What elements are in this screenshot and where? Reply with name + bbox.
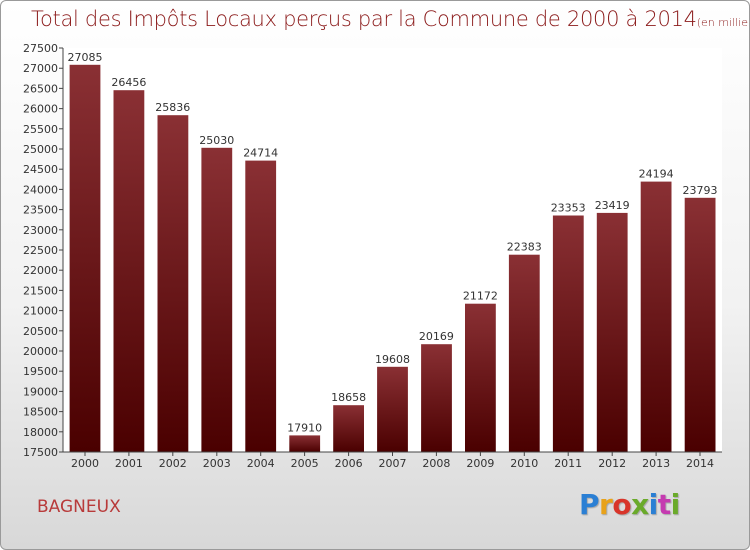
x-tick-label: 2001 bbox=[115, 457, 143, 470]
bar-value-label: 18658 bbox=[331, 391, 366, 404]
bar-2001 bbox=[113, 90, 145, 452]
chart-title-text: Total des Impôts Locaux perçus par la Co… bbox=[31, 7, 697, 31]
bar-2006 bbox=[333, 405, 364, 452]
bar-value-label: 23353 bbox=[551, 202, 586, 215]
y-tick-label: 20000 bbox=[23, 345, 58, 358]
bar-value-label: 23793 bbox=[683, 184, 718, 197]
bar-2009 bbox=[465, 303, 496, 452]
bar-2007 bbox=[377, 366, 408, 452]
bar-2004 bbox=[245, 160, 277, 452]
x-tick-label: 2010 bbox=[510, 457, 538, 470]
y-tick-label: 22500 bbox=[23, 244, 58, 257]
y-tick-label: 27500 bbox=[23, 42, 58, 55]
bar-2010 bbox=[508, 254, 540, 452]
x-tick-label: 2011 bbox=[554, 457, 582, 470]
x-tick-label: 2002 bbox=[159, 457, 187, 470]
y-tick-label: 20500 bbox=[23, 325, 58, 338]
logo-letter: i bbox=[670, 488, 681, 521]
bar-value-label: 24714 bbox=[243, 147, 278, 160]
bar-value-label: 17910 bbox=[287, 421, 322, 434]
y-tick-label: 24500 bbox=[23, 163, 58, 176]
y-tick-label: 25000 bbox=[23, 143, 58, 156]
bar-2011 bbox=[552, 215, 584, 452]
bar-value-label: 25836 bbox=[155, 101, 190, 114]
y-tick-label: 27000 bbox=[23, 62, 58, 75]
y-tick-label: 21500 bbox=[23, 284, 58, 297]
x-tick-label: 2006 bbox=[335, 457, 363, 470]
y-tick-label: 18000 bbox=[23, 426, 58, 439]
commune-name: BAGNEUX bbox=[37, 497, 121, 517]
y-axis: 17500 18000 18500 19000 19500 20000 20500 21000… bbox=[23, 42, 63, 459]
y-tick-label: 19500 bbox=[23, 365, 58, 378]
bar-value-label: 26456 bbox=[111, 76, 146, 89]
bar-2014 bbox=[684, 197, 716, 452]
bar-labels-group: 27085 26456 25836 25030 24714 17910 18658 19608… bbox=[68, 51, 718, 435]
y-tick-label: 25500 bbox=[23, 123, 58, 136]
bar-value-label: 21172 bbox=[463, 290, 498, 303]
y-tick-label: 22000 bbox=[23, 264, 58, 277]
y-tick-label: 17500 bbox=[23, 446, 58, 459]
bar-value-label: 20169 bbox=[419, 330, 454, 343]
y-tick-label: 21000 bbox=[23, 305, 58, 318]
bar-2012 bbox=[596, 212, 628, 452]
y-tick-label: 19000 bbox=[23, 385, 58, 398]
logo-letter: t bbox=[657, 488, 671, 521]
bars-group bbox=[69, 64, 716, 453]
bar-2003 bbox=[201, 147, 233, 453]
x-axis: 2000 2001 2002 2003 2004 2005 2006 2007 2008 2009… bbox=[71, 452, 714, 470]
bar-value-label: 24194 bbox=[639, 168, 674, 181]
y-tick-label: 24000 bbox=[23, 183, 58, 196]
logo-letter: i bbox=[648, 488, 659, 521]
x-tick-label: 2013 bbox=[642, 457, 670, 470]
chart-title: Total des Impôts Locaux perçus par la Co… bbox=[31, 7, 749, 31]
y-tick-label: 26000 bbox=[23, 103, 58, 116]
bar-2008 bbox=[421, 344, 452, 452]
bar-2000 bbox=[69, 64, 101, 453]
bar-value-label: 25030 bbox=[199, 134, 234, 147]
logo-letter: P bbox=[579, 488, 600, 521]
bar-2005 bbox=[289, 435, 321, 452]
bar-value-label: 27085 bbox=[68, 51, 103, 64]
bar-value-label: 23419 bbox=[595, 199, 630, 212]
x-tick-label: 2007 bbox=[379, 457, 407, 470]
x-tick-label: 2003 bbox=[203, 457, 231, 470]
x-tick-label: 2004 bbox=[247, 457, 275, 470]
x-tick-label: 2000 bbox=[71, 457, 99, 470]
x-tick-label: 2014 bbox=[686, 457, 714, 470]
y-tick-label: 26500 bbox=[23, 82, 58, 95]
logo-letter: o bbox=[612, 488, 632, 521]
proxiti-logo[interactable]: Proxiti bbox=[579, 488, 680, 521]
bar-2002 bbox=[157, 115, 189, 452]
x-tick-label: 2008 bbox=[422, 457, 450, 470]
chart-unit-label: (en milliers d'€) bbox=[696, 16, 749, 29]
x-tick-label: 2012 bbox=[598, 457, 626, 470]
logo-letter: r bbox=[599, 488, 613, 521]
bar-value-label: 22383 bbox=[507, 241, 542, 254]
bar-value-label: 19608 bbox=[375, 353, 410, 366]
x-tick-label: 2009 bbox=[466, 457, 494, 470]
y-tick-label: 18500 bbox=[23, 406, 58, 419]
x-tick-label: 2005 bbox=[291, 457, 319, 470]
logo-letter: x bbox=[631, 488, 649, 521]
y-tick-label: 23500 bbox=[23, 204, 58, 217]
bar-2013 bbox=[640, 181, 672, 452]
y-tick-label: 23000 bbox=[23, 224, 58, 237]
